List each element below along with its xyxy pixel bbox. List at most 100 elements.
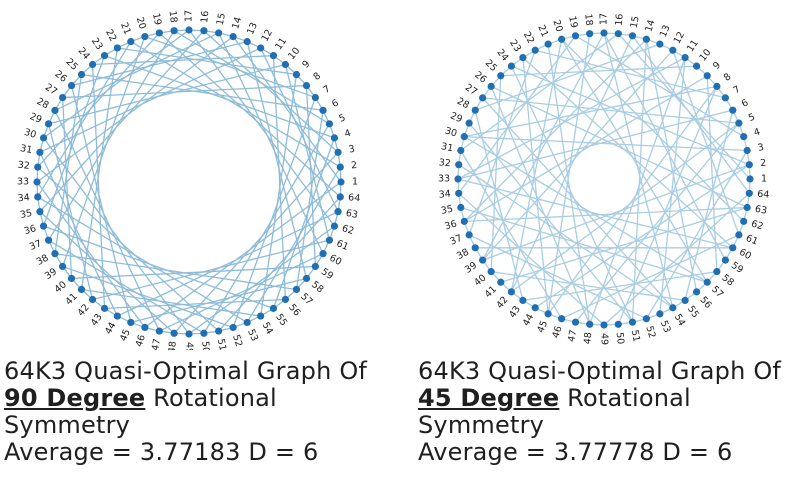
graph-node: [292, 285, 301, 294]
node-label: 40: [472, 272, 488, 288]
graph-edge: [260, 47, 339, 212]
graph-edge: [464, 135, 748, 152]
graph-node: [471, 106, 479, 114]
graph-node: [713, 268, 721, 276]
node-label: 48: [582, 332, 594, 345]
node-label: 14: [643, 19, 657, 34]
graph-edge: [218, 32, 324, 254]
graph-node: [497, 72, 505, 80]
graph-edge: [500, 206, 748, 283]
node-label: 3: [348, 144, 356, 156]
graph-node: [669, 46, 677, 54]
node-label: 42: [76, 302, 92, 318]
graph-node: [325, 120, 334, 128]
graph-edge: [490, 75, 502, 272]
graph-node: [155, 327, 163, 335]
graph-90-degree: 1234567891011121314151617181920212223242…: [17, 10, 361, 350]
graph-node: [558, 315, 566, 323]
graph-node: [642, 315, 650, 323]
graph-edge: [522, 57, 734, 249]
node-label: 7: [321, 84, 332, 97]
node-label: 36: [444, 218, 459, 232]
graph-node: [571, 32, 580, 40]
graph-edge: [92, 54, 274, 66]
graph-node: [721, 94, 729, 102]
node-label: 40: [53, 279, 69, 295]
graph-node: [471, 244, 479, 252]
caption-degree-line: 90 Degree Rotational: [4, 385, 394, 412]
graph-edge: [246, 41, 308, 279]
graph-edge: [510, 35, 634, 293]
caption-symmetry: Symmetry: [4, 411, 131, 439]
graph-edge: [48, 30, 175, 241]
caption-degree-line: 45 Degree Rotational: [418, 385, 798, 412]
node-label: 24: [76, 46, 92, 62]
graph-edge: [305, 85, 317, 267]
node-label: 21: [535, 23, 550, 38]
graph-node: [656, 310, 664, 318]
graph-edge: [490, 85, 748, 209]
graph-edge: [48, 239, 205, 334]
node-label: 21: [118, 21, 133, 36]
graph-edge: [500, 65, 697, 77]
graph-node: [88, 60, 97, 69]
graph-node: [337, 178, 345, 186]
node-label: 61: [335, 238, 350, 253]
graph-edge: [39, 152, 118, 317]
node-label: 35: [440, 204, 454, 217]
graph-edge: [188, 225, 335, 335]
graph-edge: [159, 253, 324, 332]
node-label: 34: [438, 189, 451, 201]
graph-node: [745, 161, 753, 169]
graph-edge: [158, 32, 341, 198]
graph-node: [455, 161, 463, 169]
graph-node: [39, 134, 48, 142]
node-label: 59: [729, 260, 745, 276]
graph-node: [185, 330, 193, 338]
node-label: 12: [672, 30, 687, 46]
node-label: 22: [521, 30, 536, 46]
graph-edge: [284, 64, 331, 241]
graph-edge: [631, 39, 648, 323]
node-label: 30: [444, 126, 459, 140]
node-label: 6: [740, 97, 751, 110]
graph-node: [487, 268, 495, 276]
node-label: 53: [658, 319, 673, 334]
graph-edge: [130, 41, 341, 168]
node-label: 2: [760, 158, 767, 170]
graph-edge: [71, 265, 316, 280]
graph-edge: [535, 49, 726, 99]
degree-label: 45 Degree: [418, 384, 560, 412]
node-label: 15: [215, 12, 228, 26]
node-label: 41: [483, 284, 499, 300]
graph-node: [743, 203, 751, 212]
graph-node: [544, 40, 552, 48]
graph-node: [200, 329, 208, 337]
node-label: 8: [311, 71, 323, 83]
graph-node: [77, 70, 86, 79]
graph-edge: [39, 211, 175, 334]
node-label: 19: [566, 15, 579, 29]
graph-node: [507, 62, 515, 70]
graph-node: [735, 119, 743, 127]
node-label: 27: [43, 82, 59, 98]
graph-node: [319, 106, 327, 114]
node-label: 32: [17, 160, 30, 172]
node-label: 18: [167, 10, 179, 23]
graph-edge: [603, 192, 750, 326]
graph-edge: [218, 196, 341, 332]
graph-node: [460, 217, 468, 225]
node-label: 28: [455, 96, 471, 111]
graph-node: [614, 30, 622, 38]
graph-node: [88, 295, 97, 304]
graph-edge: [37, 41, 132, 198]
graph-node: [292, 70, 301, 79]
graph-node: [155, 29, 163, 37]
node-label: 43: [507, 304, 523, 320]
graph-edge: [54, 110, 160, 332]
node-label: 5: [747, 112, 757, 124]
graph-node: [269, 52, 278, 60]
caption-45-degree: 64K3 Quasi-Optimal Graph Of 45 Degree Ro…: [418, 358, 798, 466]
node-label: 60: [327, 253, 343, 268]
caption-stats: Average = 3.77778 D = 6: [418, 438, 733, 466]
